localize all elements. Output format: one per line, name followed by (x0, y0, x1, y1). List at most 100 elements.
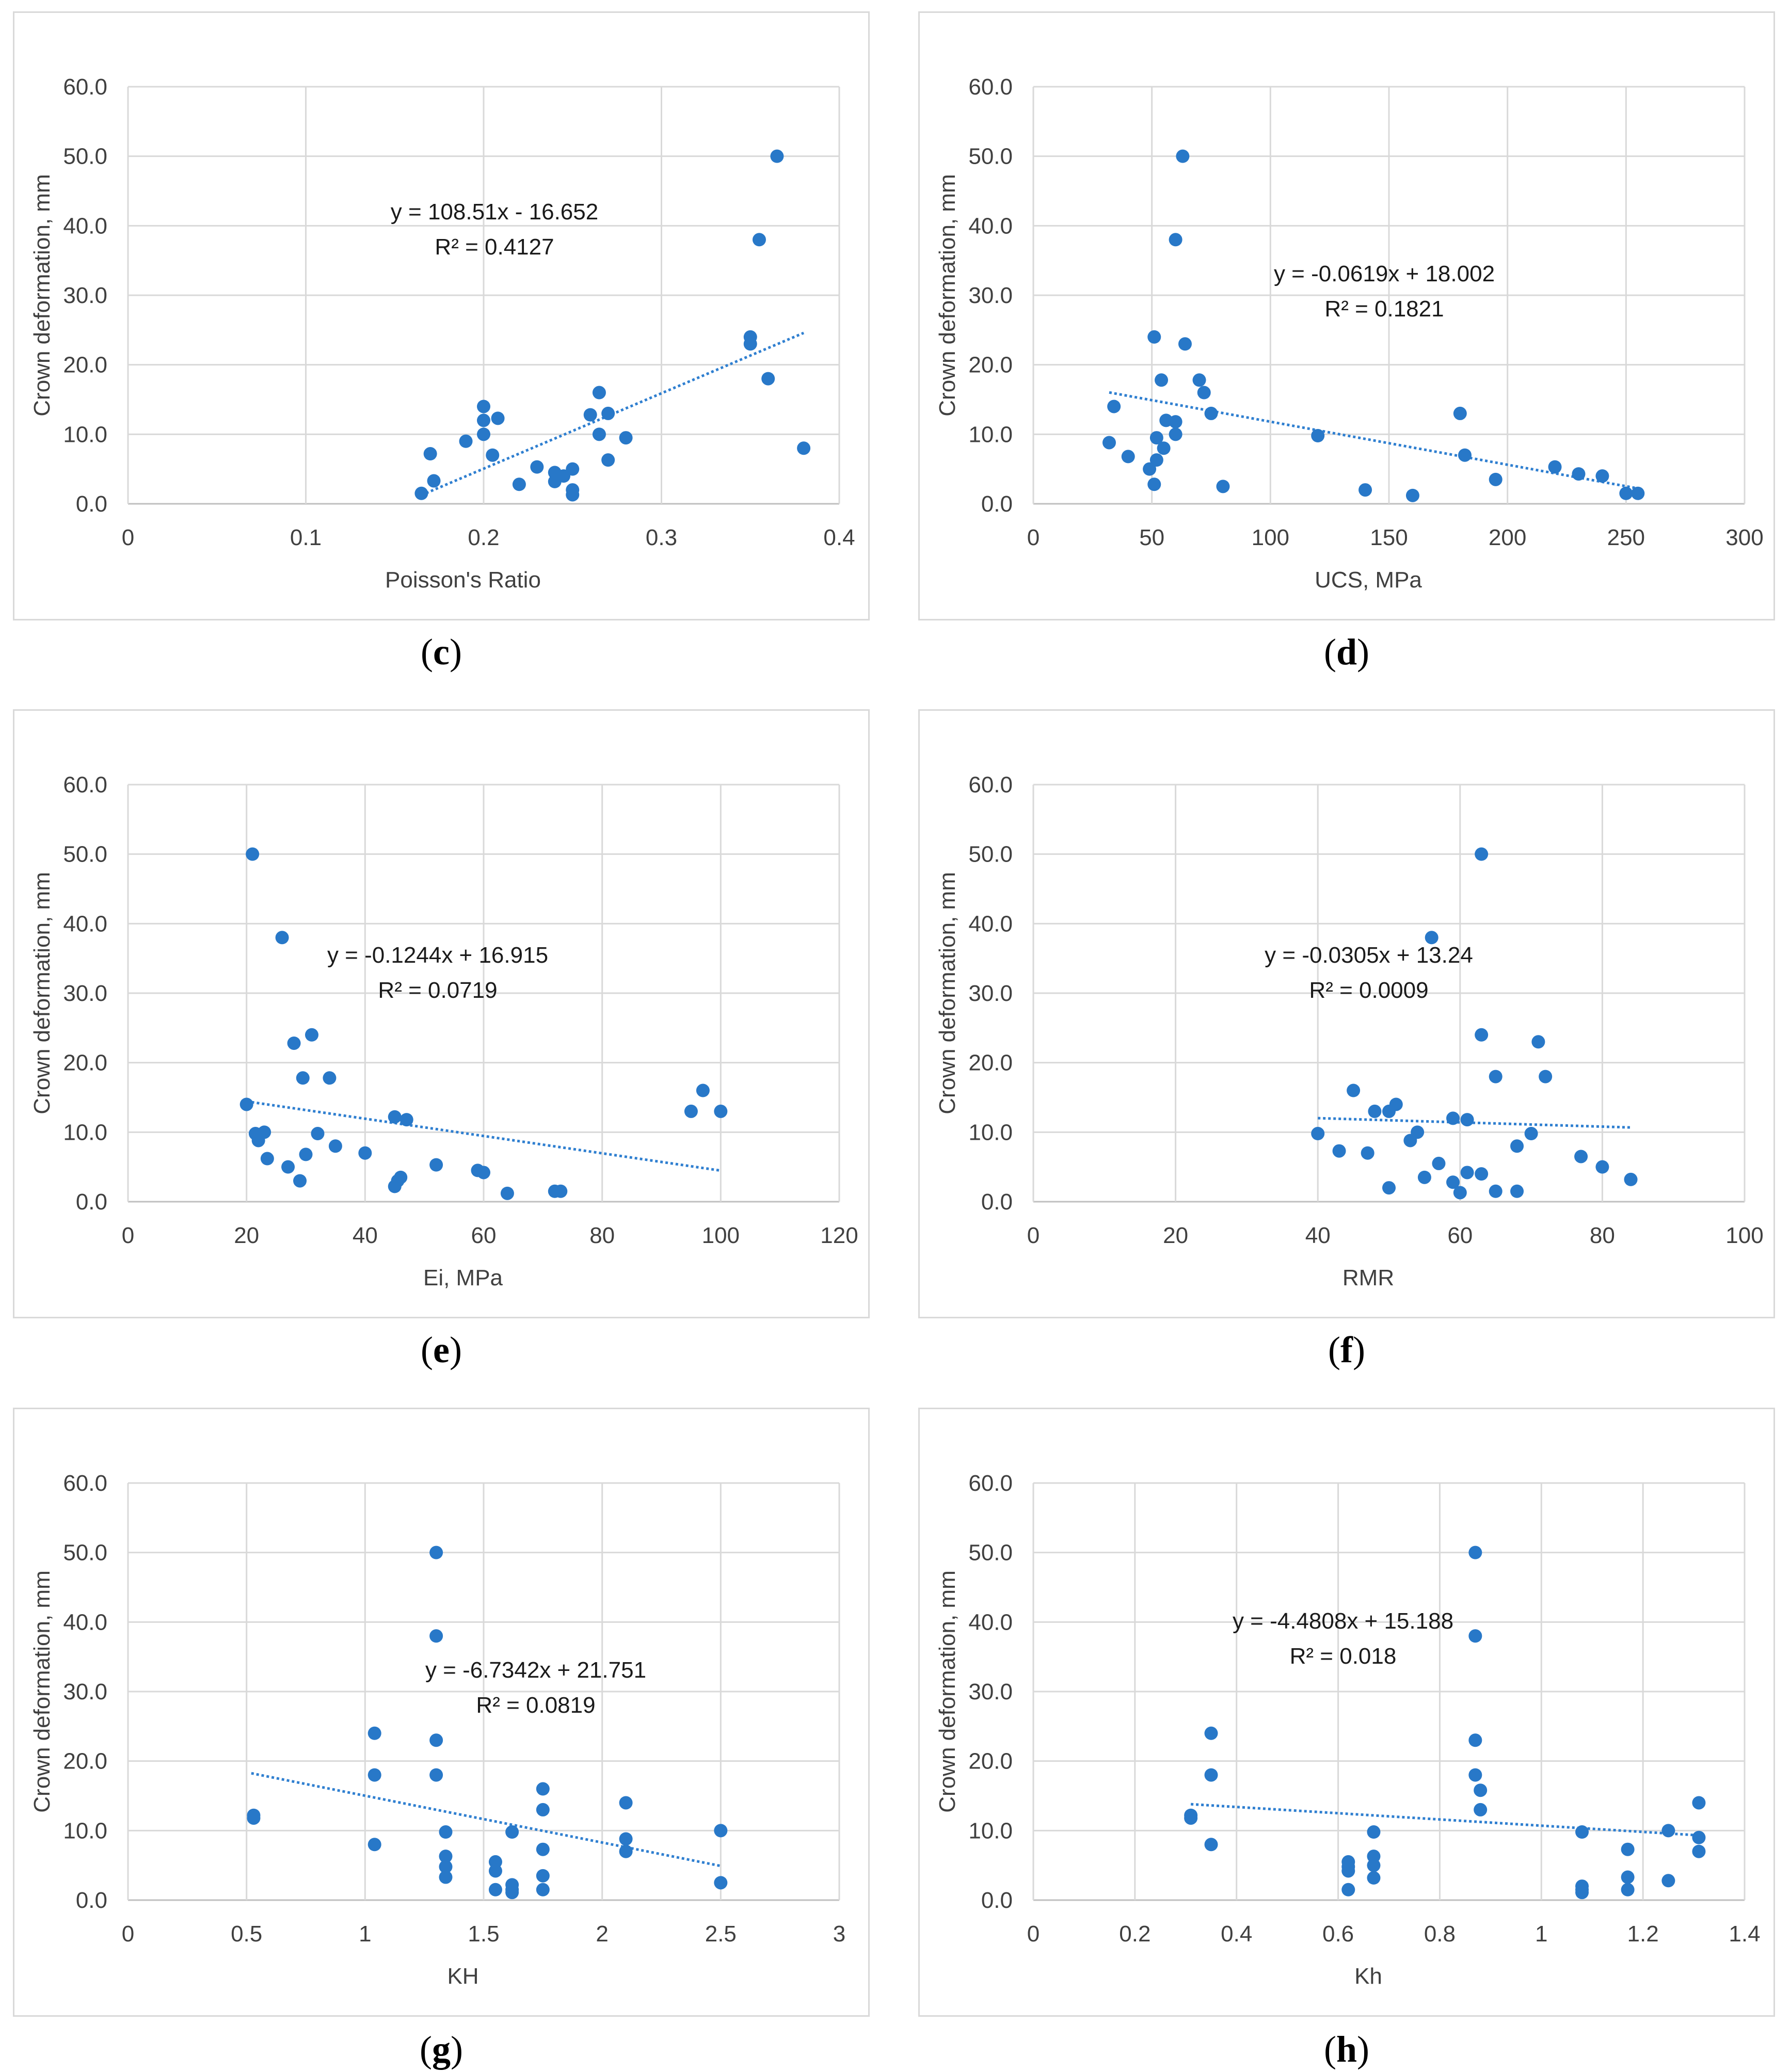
data-point (684, 1104, 698, 1118)
x-tick-label: 0 (1027, 1921, 1040, 1947)
data-point (427, 474, 441, 488)
data-point (367, 1768, 381, 1782)
r-squared-label: R² = 0.018 (1290, 1644, 1397, 1669)
y-tick-label: 40.0 (968, 213, 1013, 238)
trendline (1318, 1117, 1631, 1129)
data-point (1197, 386, 1211, 400)
data-point (1475, 1028, 1489, 1042)
y-tick-label: 50.0 (968, 842, 1013, 867)
y-tick-label: 60.0 (63, 772, 107, 798)
data-point (477, 400, 490, 413)
data-point (358, 1146, 372, 1160)
data-point (477, 427, 490, 441)
data-point (1178, 337, 1192, 351)
data-point (1595, 469, 1609, 483)
data-point (429, 1629, 443, 1643)
x-tick-label: 120 (820, 1223, 858, 1248)
data-point (1155, 373, 1169, 387)
y-tick-label: 10.0 (968, 1120, 1013, 1145)
chart-panel-d: 0.0 10.0 20.0 30.0 40.0 50.0 60.0 0 50 100 150 200 2… (918, 11, 1775, 620)
data-point (1107, 400, 1121, 413)
data-point (1169, 415, 1182, 429)
y-tick-label: 30.0 (63, 283, 107, 308)
data-point (1575, 1825, 1589, 1839)
x-tick-label: 0 (1027, 1223, 1040, 1248)
data-point (1367, 1825, 1381, 1839)
data-point (1192, 373, 1206, 387)
scatter-plot-g: 0.0 10.0 20.0 30.0 40.0 50.0 60.0 0 0.5 1 1.5 2 2.5 3… (29, 1471, 845, 1989)
data-point (1425, 931, 1439, 945)
data-point (491, 411, 505, 425)
x-tick-label: 200 (1489, 525, 1526, 550)
data-point (1572, 467, 1586, 481)
panel-caption-e: (e) (421, 1329, 462, 1370)
y-tick-label: 20.0 (63, 353, 107, 378)
x-tick-label: 0.6 (1322, 1921, 1354, 1947)
data-point (1102, 436, 1116, 450)
data-point (1474, 1803, 1488, 1816)
data-point (1619, 486, 1633, 500)
y-tick-label: 50.0 (63, 1540, 107, 1566)
y-axis-title: Crown deformation, mm (935, 872, 960, 1114)
data-point (1157, 441, 1171, 455)
data-point (429, 1733, 443, 1747)
data-point (619, 1796, 633, 1810)
x-axis-title: UCS, MPa (1315, 567, 1422, 593)
chart-panel-h: 0.0 10.0 20.0 30.0 40.0 50.0 60.0 0 0.2 0.4 0.6 0.8… (918, 1408, 1775, 2017)
data-point (486, 448, 500, 462)
data-point (1468, 1768, 1482, 1782)
data-point (1176, 149, 1190, 163)
data-point (247, 1811, 261, 1825)
data-point (1489, 1184, 1503, 1198)
data-point (1368, 1104, 1382, 1118)
x-tick-label: 3 (833, 1921, 845, 1947)
data-point (1446, 1111, 1460, 1125)
data-point (1389, 1097, 1403, 1111)
x-tick-label: 100 (1725, 1223, 1763, 1248)
data-point (1432, 1156, 1446, 1170)
x-tick-label: 0.1 (290, 525, 322, 550)
y-tick-label: 30.0 (968, 1679, 1013, 1704)
data-point (1510, 1184, 1524, 1198)
data-point (429, 1158, 443, 1172)
data-point (439, 1850, 453, 1863)
y-tick-label: 20.0 (63, 1749, 107, 1774)
data-point (1405, 488, 1419, 502)
x-tick-label: 100 (1252, 525, 1289, 550)
data-point (536, 1803, 550, 1816)
data-point (1621, 1842, 1635, 1856)
data-point (583, 408, 597, 422)
data-point (1531, 1035, 1545, 1049)
data-point (287, 1036, 301, 1050)
caption-letter: f (1340, 1329, 1353, 1370)
data-point (1489, 472, 1503, 486)
chart-panel-g: 0.0 10.0 20.0 30.0 40.0 50.0 60.0 0 0.5 1 1.5 2 2.5 3… (13, 1408, 870, 2017)
data-point (1169, 427, 1182, 441)
data-point (305, 1028, 318, 1042)
y-tick-label: 60.0 (968, 1471, 1013, 1496)
data-point (1468, 1733, 1482, 1747)
x-axis-title: Kh (1354, 1964, 1382, 1989)
y-axis-title: Crown deformation, mm (29, 174, 55, 416)
data-point (530, 460, 544, 474)
y-axis-title: Crown deformation, mm (935, 1570, 960, 1812)
y-tick-label: 60.0 (63, 74, 107, 100)
data-point (1311, 429, 1325, 443)
data-point (1510, 1139, 1524, 1153)
y-tick-label: 10.0 (63, 422, 107, 447)
data-point (246, 847, 260, 861)
x-tick-label: 50 (1139, 525, 1164, 550)
x-tick-label: 60 (471, 1223, 497, 1248)
trendline (251, 1772, 721, 1868)
trendline (1109, 391, 1641, 490)
x-tick-label: 0 (122, 1223, 134, 1248)
x-tick-label: 0.4 (1221, 1921, 1252, 1947)
data-point (1382, 1181, 1396, 1195)
y-tick-label: 30.0 (63, 981, 107, 1006)
trendline-equation: y = -6.7342x + 21.751 (425, 1657, 646, 1683)
panel-caption-c: (c) (421, 631, 462, 673)
data-point (1661, 1824, 1675, 1838)
y-tick-label: 60.0 (968, 772, 1013, 798)
data-point (1149, 453, 1163, 467)
data-point (566, 488, 580, 502)
